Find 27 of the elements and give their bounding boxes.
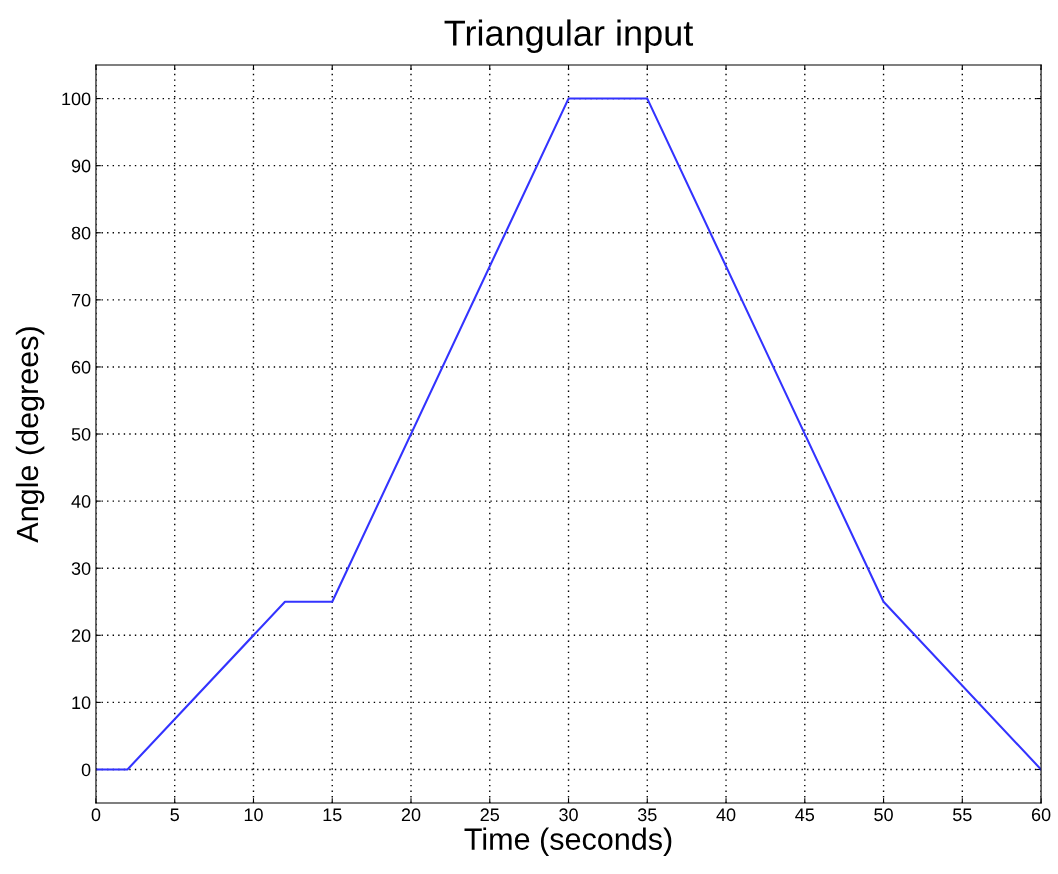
x-tick-label: 0: [91, 808, 101, 822]
y-tick-label: 30: [71, 562, 91, 575]
y-tick-label: 100: [62, 92, 91, 106]
x-axis-title: Time (seconds): [464, 827, 672, 856]
x-tick-label: 50: [874, 808, 893, 822]
y-tick-label: 50: [71, 427, 91, 441]
x-tick-label: 25: [480, 808, 500, 822]
y-axis-title: Angle (degrees): [15, 327, 45, 543]
x-tick-label: 55: [952, 808, 972, 822]
y-tick-label: 60: [71, 360, 91, 374]
y-tick-label: 70: [71, 293, 91, 307]
x-tick-label: 30: [559, 808, 578, 822]
x-tick-label: 45: [795, 808, 815, 822]
x-tick-label: 20: [401, 808, 421, 822]
x-tick-label: 5: [170, 808, 179, 822]
y-tick-label: 90: [71, 159, 91, 173]
x-tick-label: 60: [1031, 808, 1051, 822]
x-tick-label: 40: [716, 808, 736, 822]
chart-title: Triangular input: [444, 19, 694, 54]
y-tick-label: 40: [71, 495, 91, 508]
y-tick-label: 20: [71, 629, 91, 643]
y-tick-label: 0: [81, 763, 91, 777]
y-tick-label: 80: [71, 226, 91, 240]
y-tick-label: 10: [72, 696, 91, 710]
x-tick-label: 35: [637, 808, 657, 822]
x-tick-label: 10: [244, 808, 263, 822]
x-tick-label: 15: [323, 808, 342, 822]
